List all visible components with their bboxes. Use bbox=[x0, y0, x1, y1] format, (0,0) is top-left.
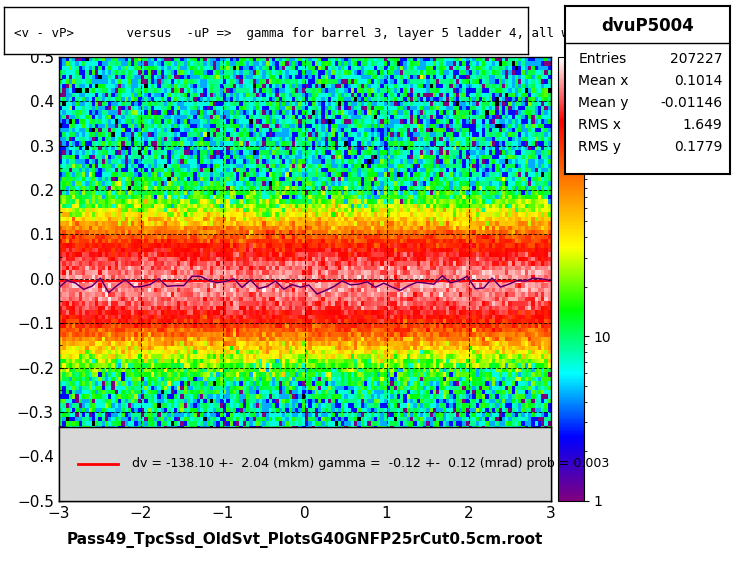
Text: 1.649: 1.649 bbox=[683, 118, 722, 132]
Text: dv = -138.10 +-  2.04 (mkm) gamma =  -0.12 +-  0.12 (mrad) prob = 0.003: dv = -138.10 +- 2.04 (mkm) gamma = -0.12… bbox=[132, 457, 610, 470]
Text: Entries: Entries bbox=[578, 52, 627, 67]
Text: 0.1779: 0.1779 bbox=[674, 139, 722, 154]
X-axis label: Pass49_TpcSsd_OldSvt_PlotsG40GNFP25rCut0.5cm.root: Pass49_TpcSsd_OldSvt_PlotsG40GNFP25rCut0… bbox=[66, 531, 543, 548]
Text: -0.01146: -0.01146 bbox=[660, 96, 722, 110]
Text: 0.1014: 0.1014 bbox=[674, 74, 722, 88]
Text: Mean x: Mean x bbox=[578, 74, 629, 88]
Text: RMS y: RMS y bbox=[578, 139, 622, 154]
Text: RMS x: RMS x bbox=[578, 118, 622, 132]
Text: 207227: 207227 bbox=[669, 52, 722, 67]
Text: <v - vP>       versus  -uP =>  gamma for barrel 3, layer 5 ladder 4, all wafers: <v - vP> versus -uP => gamma for barrel … bbox=[14, 27, 607, 40]
Text: Mean y: Mean y bbox=[578, 96, 629, 110]
Text: dvuP5004: dvuP5004 bbox=[601, 18, 694, 35]
